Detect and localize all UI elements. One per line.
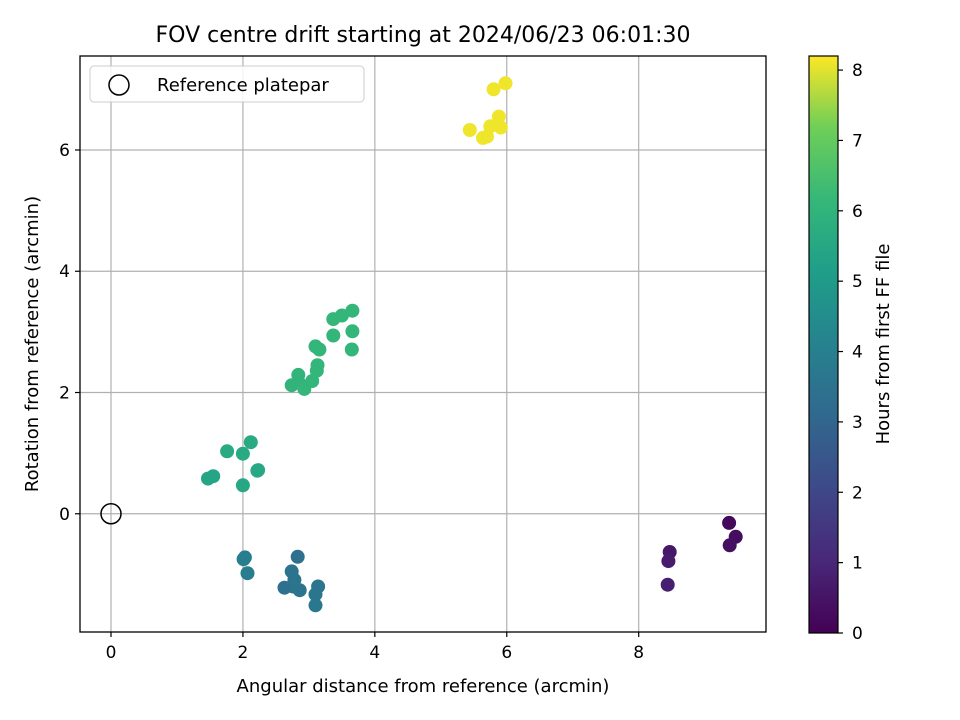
grid-lines	[80, 56, 766, 632]
data-point	[308, 598, 323, 613]
reference-platepar-marker	[100, 503, 122, 525]
x-axis-ticks: 0 2 4 6 8	[106, 632, 644, 663]
colorbar-tick-label: 6	[852, 202, 863, 222]
y-tick-label: 2	[59, 384, 70, 404]
colorbar: 0 1 2 3 4 5 6 7 8 Hours from first FF file	[808, 55, 894, 644]
data-point	[493, 120, 508, 135]
data-point	[345, 324, 360, 339]
legend: Reference platepar	[89, 65, 365, 103]
data-point	[308, 587, 323, 602]
y-tick-label: 6	[59, 141, 70, 161]
colorbar-tick-label: 8	[852, 61, 863, 81]
data-point	[498, 76, 513, 91]
colorbar-ticks: 0 1 2 3 4 5 6 7 8	[838, 61, 863, 644]
y-tick-label: 0	[59, 505, 70, 525]
data-point	[722, 515, 737, 530]
data-point	[220, 444, 235, 459]
colorbar-tick-label: 1	[852, 554, 863, 574]
data-point	[310, 358, 325, 373]
colorbar-tick-label: 4	[852, 343, 863, 363]
colorbar-gradient	[809, 56, 838, 633]
data-point	[462, 123, 477, 137]
y-axis-label: Rotation from reference (arcmin)	[22, 196, 43, 492]
data-point	[312, 342, 327, 357]
x-axis-label: Angular distance from reference (arcmin)	[237, 676, 610, 697]
data-point	[235, 446, 250, 461]
data-point	[290, 549, 305, 564]
data-point	[292, 583, 307, 598]
colorbar-tick-label: 2	[852, 483, 863, 503]
plot-frame	[79, 55, 767, 633]
data-point	[483, 119, 498, 134]
data-point	[722, 538, 737, 553]
x-tick-label: 6	[501, 643, 512, 663]
data-point	[344, 342, 359, 357]
legend-entry-reference: Reference platepar	[157, 75, 329, 96]
data-point	[240, 566, 255, 581]
colorbar-tick-label: 7	[852, 131, 863, 151]
x-tick-label: 4	[369, 643, 380, 663]
data-point	[491, 109, 506, 124]
data-point	[334, 308, 349, 323]
data-point	[235, 478, 250, 493]
colorbar-label: Hours from first FF file	[873, 244, 894, 445]
colorbar-tick-label: 3	[852, 413, 863, 433]
data-point	[243, 435, 258, 450]
legend-box	[89, 65, 365, 103]
data-point	[486, 82, 501, 97]
data-points	[201, 76, 743, 613]
x-tick-label: 2	[238, 643, 249, 663]
x-tick-label: 8	[633, 643, 644, 663]
legend-reference-marker	[108, 74, 130, 96]
colorbar-tick-label: 5	[852, 272, 863, 292]
reference-marker-layer	[100, 503, 122, 525]
colorbar-frame	[808, 55, 839, 634]
y-axis-ticks: 0 2 4 6	[59, 141, 80, 525]
data-point	[660, 577, 675, 592]
data-point	[277, 580, 292, 595]
chart-title: FOV centre drift starting at 2024/06/23 …	[156, 23, 691, 48]
data-point	[250, 463, 265, 478]
data-point	[345, 303, 360, 318]
data-point	[236, 552, 251, 567]
data-point	[661, 554, 676, 569]
x-tick-label: 0	[106, 643, 117, 663]
y-tick-label: 4	[59, 262, 70, 282]
data-point	[326, 328, 341, 343]
data-point	[206, 469, 221, 484]
colorbar-tick-label: 0	[852, 624, 863, 644]
